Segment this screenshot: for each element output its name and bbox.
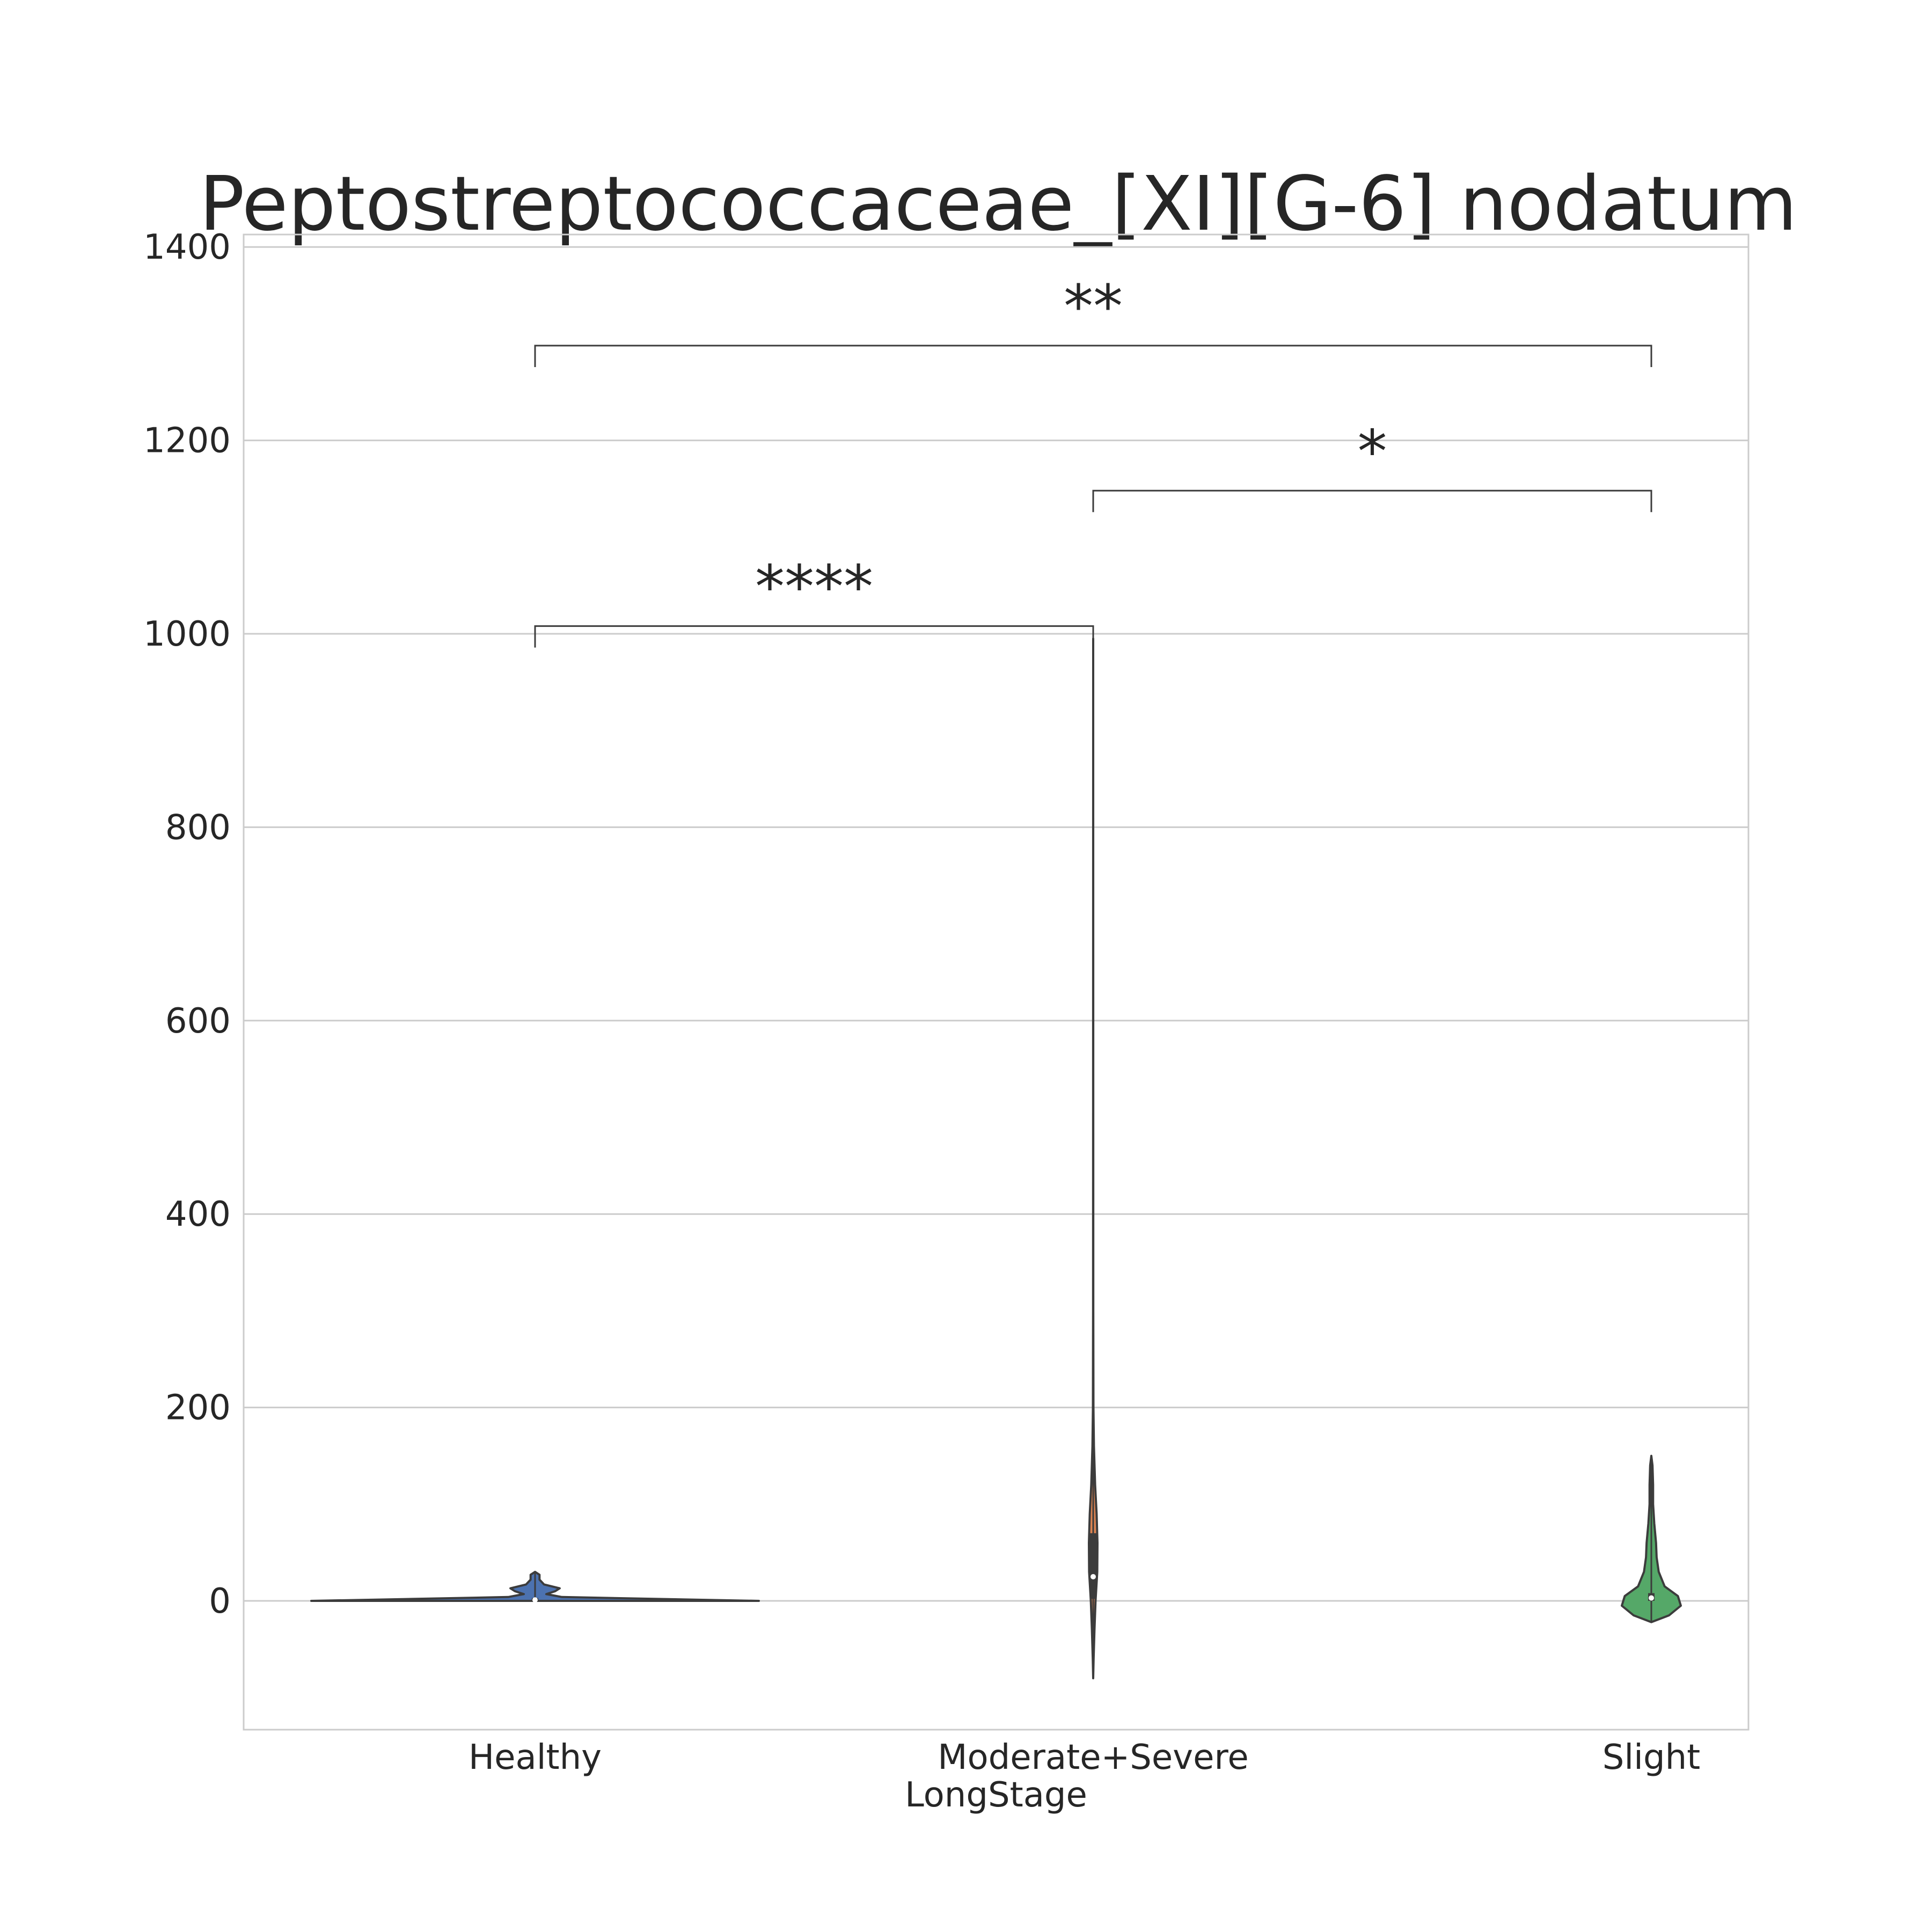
significance-label: **** — [755, 553, 873, 621]
y-tick-label: 0 — [209, 1582, 231, 1621]
violin-median — [1091, 1574, 1096, 1579]
significance-bracket — [1092, 489, 1652, 513]
violin-median — [1649, 1595, 1654, 1601]
y-tick-label: 800 — [165, 808, 231, 847]
violin-median — [532, 1597, 538, 1603]
plot-area — [243, 233, 1750, 1731]
x-tick-label: Healthy — [469, 1738, 602, 1777]
significance-bracket — [534, 625, 1094, 648]
significance-label: ** — [1064, 272, 1123, 341]
x-axis-ticks: Healthy Moderate+Severe Slight — [469, 1738, 1700, 1777]
y-tick-label: 1000 — [143, 614, 231, 654]
significance-label: * — [1358, 417, 1387, 486]
significance-annotations: ******* — [534, 272, 1652, 648]
y-tick-label: 1400 — [143, 228, 231, 267]
significance-bracket — [534, 345, 1652, 368]
y-axis-ticks: 0 200 400 600 800 1000 1200 1400 — [143, 228, 231, 1621]
y-tick-label: 1200 — [143, 421, 231, 461]
y-tick-label: 200 — [165, 1388, 231, 1428]
y-tick-label: 400 — [165, 1195, 231, 1234]
x-tick-label: Moderate+Severe — [938, 1738, 1249, 1777]
violins — [310, 638, 1682, 1680]
chart-title: Peptostreptococcaceae_[XI][G-6] nodatum — [199, 160, 1797, 248]
x-axis-label: LongStage — [905, 1775, 1087, 1815]
grid-lines — [244, 246, 1748, 1602]
y-tick-label: 600 — [165, 1001, 231, 1041]
x-tick-label: Slight — [1602, 1738, 1700, 1777]
